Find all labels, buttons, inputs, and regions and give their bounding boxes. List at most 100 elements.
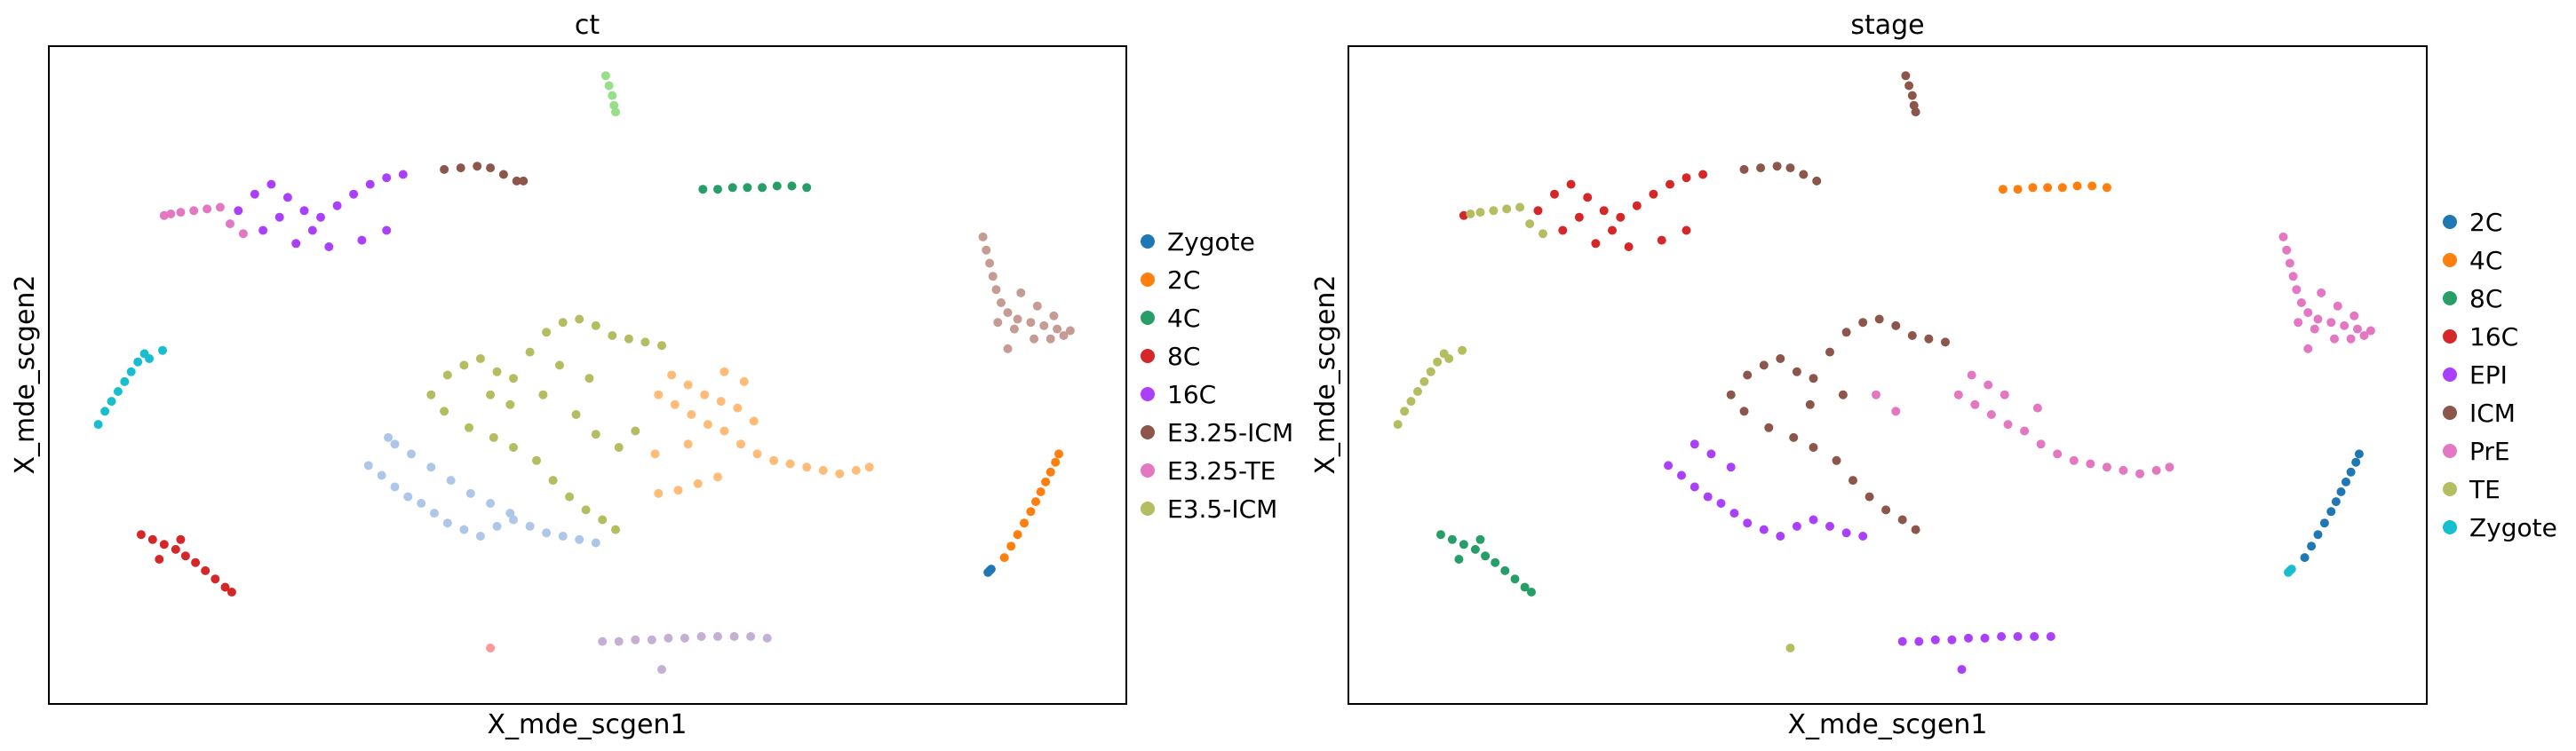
scatter-point bbox=[1759, 360, 1769, 370]
scatter-point bbox=[492, 367, 502, 376]
scatter-point bbox=[2326, 507, 2336, 517]
scatter-point bbox=[743, 183, 752, 193]
legend-label: 16C bbox=[2469, 322, 2518, 352]
scatter-point bbox=[1433, 357, 1443, 367]
scatter-point bbox=[2020, 426, 2030, 436]
scatter-point bbox=[1914, 636, 1924, 646]
scatter-point bbox=[772, 181, 782, 191]
scatter-point bbox=[133, 357, 143, 367]
scatter-point bbox=[1550, 189, 1559, 199]
scatter-point bbox=[155, 555, 164, 564]
legend-marker bbox=[2443, 253, 2457, 267]
scatter-point bbox=[1624, 242, 1634, 251]
scatter-point bbox=[1406, 397, 1416, 407]
scatter-point bbox=[191, 557, 201, 567]
legend-marker bbox=[2443, 329, 2457, 344]
scatter-point bbox=[802, 183, 812, 193]
scatter-point bbox=[403, 492, 413, 502]
scatter-point bbox=[818, 465, 828, 475]
scatter-point bbox=[1520, 582, 1530, 592]
scatter-point bbox=[2303, 308, 2313, 318]
plot-frame bbox=[1348, 45, 2428, 705]
scatter-point bbox=[664, 633, 673, 643]
scatter-point bbox=[558, 532, 568, 541]
scatter-point bbox=[258, 225, 268, 235]
scatter-point bbox=[2330, 334, 2339, 344]
scatter-point bbox=[1964, 633, 1973, 643]
scatter-point bbox=[2303, 344, 2313, 353]
scatter-point bbox=[1924, 334, 1934, 344]
legend-marker bbox=[1141, 425, 1155, 439]
scatter-point bbox=[1466, 209, 1475, 218]
scatter-point bbox=[113, 387, 123, 396]
scatter-point bbox=[591, 538, 600, 548]
scatter-point bbox=[1454, 555, 1464, 564]
scatter-point bbox=[512, 176, 521, 186]
scatter-point bbox=[584, 374, 594, 383]
scatter-point bbox=[720, 367, 729, 376]
scatter-point bbox=[1566, 179, 1576, 189]
scatter-point bbox=[1998, 185, 2008, 194]
scatter-point bbox=[1475, 208, 1485, 217]
legend-label: 4C bbox=[1167, 304, 1200, 333]
scatter-point bbox=[1013, 530, 1022, 540]
scatter-point bbox=[1864, 492, 1874, 502]
scatter-point bbox=[787, 181, 797, 191]
scatter-point bbox=[382, 225, 392, 235]
scatter-point bbox=[417, 499, 426, 508]
scatter-point bbox=[1032, 301, 1042, 311]
scatter-point bbox=[758, 183, 767, 193]
scatter-point bbox=[1413, 387, 1422, 396]
scatter-point bbox=[1739, 164, 1749, 174]
scatter-point bbox=[614, 443, 624, 452]
scatter-point bbox=[525, 347, 535, 357]
scatter-point bbox=[1849, 476, 1857, 486]
legend-marker bbox=[2443, 520, 2457, 534]
scatter-point bbox=[2346, 467, 2356, 477]
scatter-point bbox=[211, 574, 220, 584]
scatter-point bbox=[1049, 311, 1059, 320]
scatter-point bbox=[591, 430, 600, 439]
scatter-point bbox=[1470, 544, 1480, 554]
scatter-point bbox=[716, 397, 726, 407]
legend-label: Zygote bbox=[1167, 227, 1255, 257]
scatter-point bbox=[1436, 530, 1445, 540]
scatter-point bbox=[1799, 170, 1809, 179]
scatter-point bbox=[1039, 320, 1049, 330]
chart-title: ct bbox=[575, 10, 600, 41]
legend-label: E3.25-TE bbox=[1167, 456, 1276, 486]
scatter-point bbox=[2030, 632, 2039, 641]
scatter-point bbox=[1980, 633, 1990, 643]
legend-marker bbox=[1141, 349, 1155, 363]
scatter-point bbox=[575, 314, 584, 324]
scatter-point bbox=[1953, 390, 1963, 399]
scatter-point bbox=[2072, 181, 2082, 191]
scatter-point bbox=[307, 225, 317, 235]
legend: Zygote 2C 4C 8C 16C E3.25-ICM E3.25-TE E3.5-ICM bbox=[1141, 227, 1293, 524]
scatter-point bbox=[1026, 507, 1036, 517]
scatter-point bbox=[1003, 308, 1013, 318]
scatter-point bbox=[509, 515, 518, 525]
scatter-point bbox=[390, 482, 400, 492]
scatter-point bbox=[1904, 81, 1914, 91]
scatter-point bbox=[2359, 331, 2369, 340]
scatter-point bbox=[654, 390, 664, 399]
scatter-point bbox=[2087, 181, 2097, 191]
scatter-point bbox=[456, 163, 465, 173]
scatter-point bbox=[430, 509, 439, 518]
scatter-point bbox=[2288, 272, 2298, 281]
scatter-point bbox=[126, 367, 136, 376]
scatter-point bbox=[542, 328, 552, 337]
scatter-point bbox=[2151, 465, 2161, 475]
scatter-point bbox=[1759, 525, 1769, 534]
scatter-point bbox=[363, 461, 373, 470]
scatter-point bbox=[159, 210, 169, 220]
scatter-point bbox=[1447, 534, 1457, 544]
scatter-point bbox=[736, 439, 745, 449]
scatter-point bbox=[1825, 347, 1834, 357]
scatter-point bbox=[189, 206, 199, 216]
legend-label: ICM bbox=[2469, 399, 2516, 428]
scatter-point bbox=[1574, 212, 1584, 222]
legend-marker bbox=[1141, 463, 1155, 478]
scatter-point bbox=[1533, 206, 1543, 216]
